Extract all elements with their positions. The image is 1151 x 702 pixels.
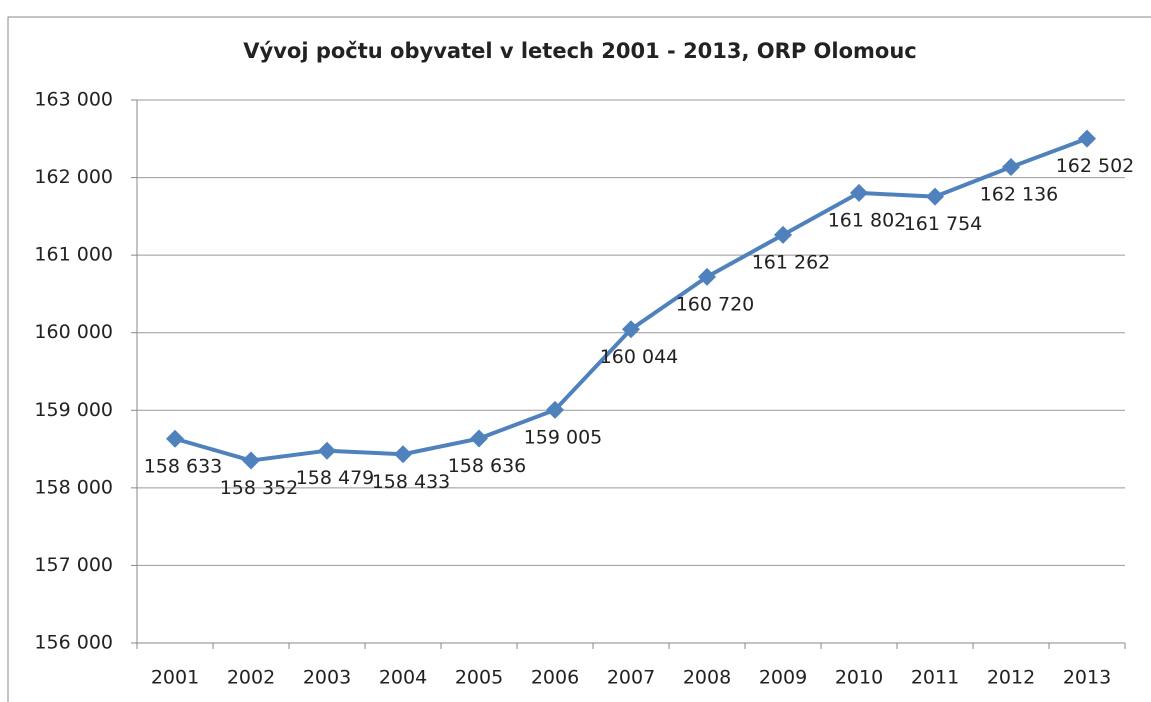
data-point (470, 429, 488, 448)
data-label: 158 433 (372, 471, 451, 493)
x-tick-label: 2002 (227, 667, 275, 689)
data-label: 158 636 (448, 455, 527, 477)
x-tick-label: 2013 (1063, 667, 1111, 689)
data-point (926, 187, 944, 206)
data-point (622, 320, 640, 339)
y-tick-label: 158 000 (34, 476, 113, 498)
data-point (546, 400, 564, 419)
x-tick-label: 2005 (455, 667, 503, 689)
data-point (318, 441, 336, 460)
data-label: 161 802 (828, 209, 907, 231)
y-tick-label: 159 000 (34, 399, 113, 421)
y-tick-label: 161 000 (34, 244, 113, 266)
data-point (1002, 158, 1020, 177)
y-tick-label: 163 000 (34, 89, 113, 111)
x-tick-label: 2007 (607, 667, 655, 689)
data-point (698, 267, 716, 286)
x-tick-label: 2003 (303, 667, 351, 689)
data-line (174, 136, 1088, 463)
y-tick-label: 157 000 (34, 554, 113, 576)
y-tick-label: 162 000 (34, 166, 113, 188)
x-tick-label: 2004 (379, 667, 427, 689)
data-label: 160 044 (600, 346, 679, 368)
data-label: 161 754 (904, 213, 983, 235)
data-label: 161 262 (752, 251, 831, 273)
x-tick-label: 2012 (987, 667, 1035, 689)
data-point (1078, 129, 1096, 148)
data-point (850, 183, 868, 202)
x-tick-label: 2006 (531, 667, 579, 689)
y-tick-label: 160 000 (34, 321, 113, 343)
data-label: 160 720 (676, 293, 755, 315)
data-label: 162 502 (1056, 155, 1135, 177)
data-point (242, 451, 260, 470)
data-label: 162 136 (980, 184, 1059, 206)
y-tick-label: 156 000 (34, 632, 113, 654)
data-point (166, 429, 184, 448)
data-label: 158 352 (220, 477, 299, 499)
x-tick-label: 2001 (151, 667, 199, 689)
chart-frame (7, 16, 1151, 702)
data-point (394, 445, 412, 464)
data-label: 158 479 (296, 467, 375, 489)
chart-title: Vývoj počtu obyvatel v letech 2001 - 201… (243, 39, 916, 63)
x-tick-label: 2009 (759, 667, 807, 689)
x-tick-label: 2011 (911, 667, 959, 689)
data-label: 159 005 (524, 426, 603, 448)
x-tick-label: 2008 (683, 667, 731, 689)
data-point (774, 225, 792, 244)
x-tick-label: 2010 (835, 667, 883, 689)
data-label: 158 633 (144, 455, 223, 477)
